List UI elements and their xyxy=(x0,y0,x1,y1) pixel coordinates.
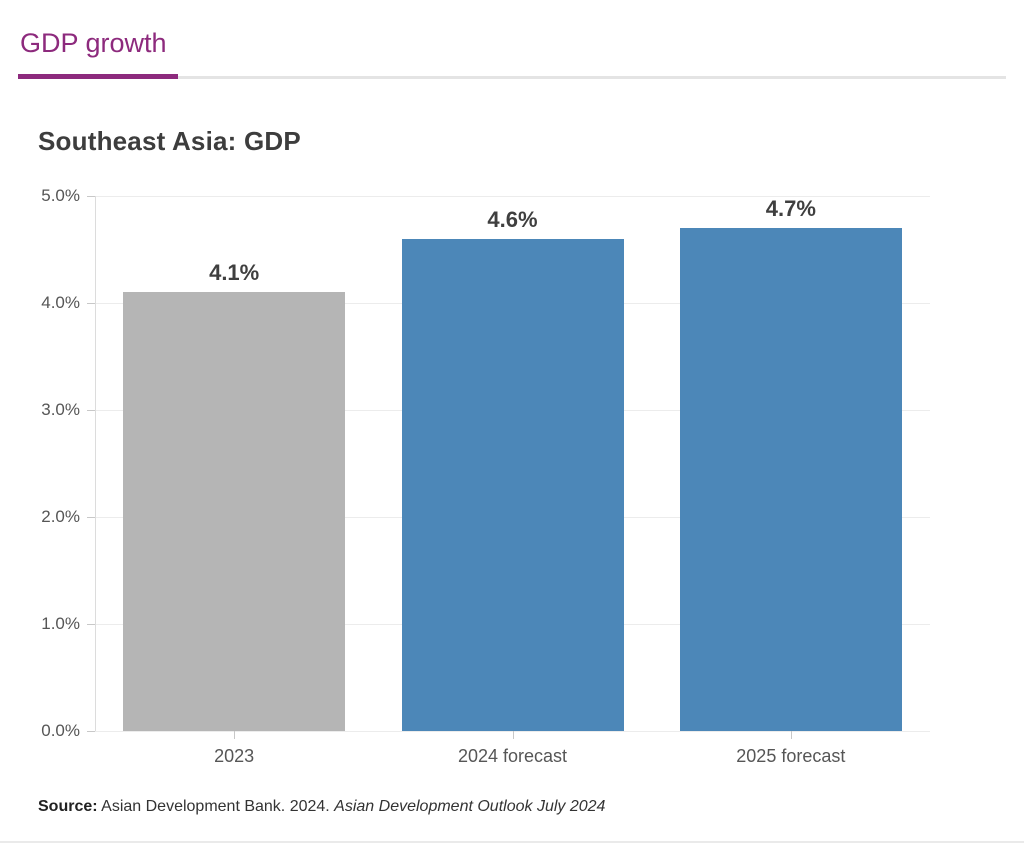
x-axis-labels: 2023 2024 forecast 2025 forecast xyxy=(95,744,930,768)
source-text: Asian Development Bank. 2024. xyxy=(97,798,335,815)
tab-bar-divider xyxy=(18,76,1006,79)
source-note: Source: Asian Development Bank. 2024. As… xyxy=(38,798,605,816)
bar-value-label: 4.1% xyxy=(209,260,260,286)
y-tick-2.0% xyxy=(87,517,95,518)
y-tick-1.0% xyxy=(87,624,95,625)
y-tick-label: 1.0% xyxy=(41,614,80,633)
active-tab-indicator xyxy=(18,74,178,79)
y-tick-0.0% xyxy=(87,731,95,732)
bar-2025 forecast[interactable] xyxy=(679,228,902,731)
plot-area: 4.1% 4.6% 4.7% xyxy=(87,196,930,739)
y-axis-labels: 0.0% 1.0% 2.0% 3.0% 4.0% 5.0% xyxy=(0,186,80,740)
tab-gdp-growth[interactable]: GDP growth xyxy=(20,28,167,58)
y-tick-5.0% xyxy=(87,196,95,197)
y-axis-line xyxy=(95,196,96,731)
x-category-label: 2025 forecast xyxy=(736,746,846,766)
source-citation: Asian Development Outlook July 2024 xyxy=(334,798,606,815)
y-tick-label: 3.0% xyxy=(41,400,80,419)
source-label: Source: xyxy=(38,798,98,815)
x-category-label: 2023 xyxy=(214,746,255,766)
y-tick-label: 2.0% xyxy=(41,507,80,526)
x-category-label: 2024 forecast xyxy=(457,746,568,766)
bar-value-label: 4.6% xyxy=(487,206,538,232)
bottom-divider xyxy=(0,841,1024,843)
x-tick-2025 forecast xyxy=(790,731,792,739)
bar-2023[interactable] xyxy=(123,292,346,731)
bar-value-label: 4.7% xyxy=(765,196,816,222)
y-tick-label: 4.0% xyxy=(41,293,80,312)
gridline-5.0% xyxy=(95,196,930,197)
y-tick-3.0% xyxy=(87,410,95,411)
y-tick-4.0% xyxy=(87,303,95,304)
x-tick-2024 forecast xyxy=(512,731,514,739)
chart-title: Southeast Asia: GDP xyxy=(38,126,301,156)
x-tick-2023 xyxy=(234,731,236,739)
bar-2024 forecast[interactable] xyxy=(401,238,624,731)
y-tick-label: 5.0% xyxy=(41,186,80,205)
y-tick-label: 0.0% xyxy=(41,721,80,740)
